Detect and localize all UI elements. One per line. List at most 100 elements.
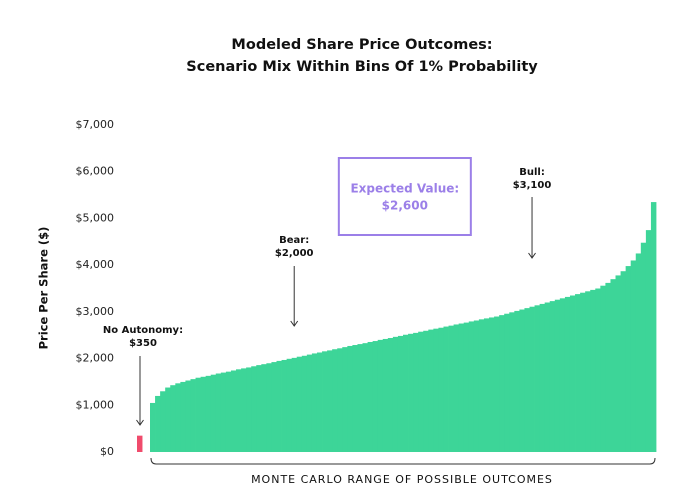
bar [296, 356, 303, 452]
bar [413, 332, 419, 452]
bar [387, 338, 394, 452]
bar [640, 242, 647, 452]
y-tick-label: $0 [100, 445, 114, 458]
bar [418, 331, 424, 452]
bar [316, 352, 323, 452]
bar [301, 355, 308, 452]
bar [463, 322, 470, 452]
y-axis-label: Price Per Share ($) [37, 227, 51, 350]
expected-value-value: $2,600 [382, 199, 428, 213]
annotation-value: $350 [129, 338, 157, 349]
bar [443, 326, 449, 452]
bar [327, 350, 333, 452]
bar [185, 380, 191, 452]
bar [473, 320, 480, 452]
bar [483, 318, 490, 452]
arrow-head [136, 419, 144, 426]
bar [504, 313, 510, 452]
bar [311, 353, 318, 452]
bar [514, 310, 520, 452]
bar [372, 341, 379, 452]
bar [306, 354, 313, 452]
bar [499, 315, 505, 452]
y-tick-label: $4,000 [76, 258, 115, 271]
bar [291, 357, 298, 452]
bar [276, 360, 282, 452]
annotation-value: $3,100 [513, 180, 552, 191]
bar [438, 327, 444, 452]
y-tick-label: $2,000 [76, 352, 115, 365]
bar [180, 381, 186, 452]
bar [453, 324, 460, 452]
bar [559, 298, 566, 452]
bar [367, 341, 374, 452]
bar [357, 344, 363, 452]
bar [630, 260, 637, 452]
bar [190, 379, 196, 452]
bar [534, 305, 541, 452]
bar [494, 316, 500, 452]
bar [403, 334, 409, 452]
range-bracket [150, 457, 656, 465]
bar [347, 345, 353, 452]
bar [585, 291, 591, 452]
bar [200, 376, 207, 452]
bar [271, 362, 277, 452]
bar [215, 373, 222, 452]
y-tick-label: $1,000 [76, 398, 115, 411]
bar [137, 435, 143, 452]
bar [433, 328, 439, 452]
chart-title: Modeled Share Price Outcomes: [231, 37, 492, 53]
chart-title: Scenario Mix Within Bins Of 1% Probabili… [186, 59, 538, 75]
bar [423, 330, 429, 452]
expected-value-box [337, 157, 472, 236]
bar [635, 253, 642, 452]
annotation-label: Bull: [519, 167, 545, 178]
bar [251, 366, 257, 452]
bar [150, 402, 156, 452]
x-axis-label: MONTE CARLO RANGE OF POSSIBLE OUTCOMES [251, 473, 553, 486]
bar [337, 348, 343, 452]
bar [266, 363, 272, 452]
bar [539, 303, 546, 452]
bar [170, 385, 176, 452]
annotation-label: Bear: [279, 235, 309, 246]
bar [210, 374, 217, 452]
bar [509, 312, 515, 452]
bar [362, 343, 368, 452]
bar [246, 367, 252, 452]
bar [489, 317, 495, 452]
bar [225, 371, 232, 452]
bar [408, 333, 414, 452]
bar [595, 288, 601, 452]
bar [230, 370, 237, 452]
bar [519, 309, 525, 452]
bar [645, 230, 652, 452]
annotation-label: No Autonomy: [103, 325, 183, 336]
bar [580, 292, 586, 452]
bar [195, 377, 201, 452]
bar [625, 266, 632, 452]
bar [569, 295, 576, 452]
bar [468, 321, 475, 452]
bar [610, 279, 616, 452]
y-tick-label: $3,000 [76, 305, 115, 318]
bar [256, 365, 262, 452]
bar [544, 302, 551, 452]
bar [322, 351, 328, 452]
bar [332, 349, 338, 452]
arrow-head [290, 320, 299, 327]
bar [377, 339, 384, 452]
bar [590, 289, 596, 452]
bar [241, 368, 247, 452]
expected-value-label: Expected Value: [350, 182, 459, 196]
bar [175, 383, 181, 452]
bar [448, 325, 454, 452]
bar [155, 395, 161, 452]
bar [397, 335, 404, 452]
bar [620, 271, 627, 452]
bar [281, 359, 288, 452]
bar [478, 319, 485, 452]
bar [286, 358, 293, 452]
